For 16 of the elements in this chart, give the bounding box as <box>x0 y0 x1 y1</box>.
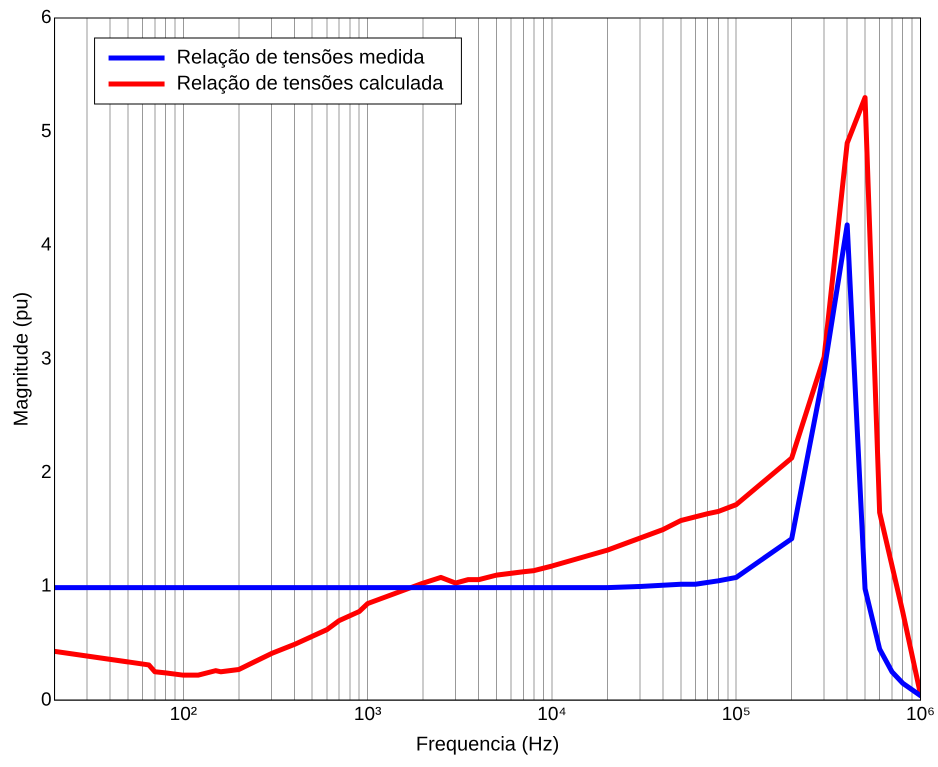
legend-label: Relação de tensões medida <box>176 46 426 69</box>
x-axis-title: Frequencia (Hz) <box>416 734 560 756</box>
x-tick-label: 10⁶ <box>906 704 936 725</box>
x-tick-label: 10³ <box>354 704 382 725</box>
y-tick-label: 4 <box>40 234 52 256</box>
y-tick-label: 5 <box>40 120 52 142</box>
y-tick-label: 1 <box>40 576 52 597</box>
y-tick-label: 2 <box>40 462 52 484</box>
y-tick-label: 3 <box>40 348 52 370</box>
y-tick-label: 6 <box>40 7 52 28</box>
legend-label: Relação de tensões calculada <box>176 72 444 95</box>
x-tick-label: 10² <box>170 704 198 725</box>
x-tick-label: 10⁴ <box>537 704 567 725</box>
x-tick-label: 10⁵ <box>722 704 751 725</box>
y-axis-title: Magnitude (pu) <box>10 292 33 426</box>
y-tick-label: 0 <box>40 689 52 710</box>
